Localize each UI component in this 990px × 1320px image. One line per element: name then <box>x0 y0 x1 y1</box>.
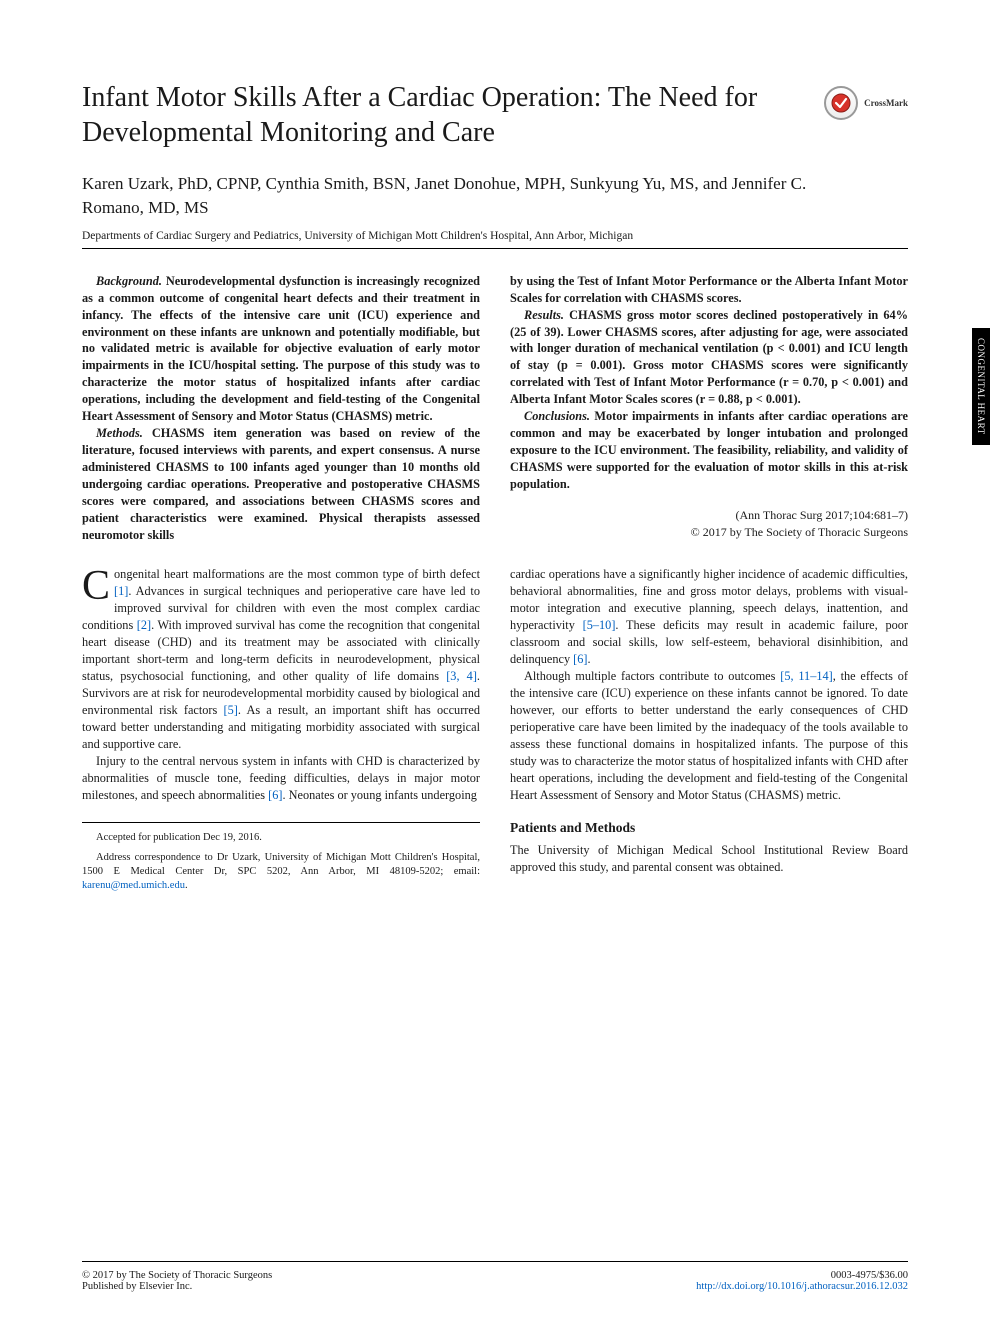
divider <box>82 248 908 249</box>
abstract-col-right: by using the Test of Infant Motor Perfor… <box>510 273 908 545</box>
crossmark-label: CrossMark <box>864 98 908 108</box>
abstract-background-label: Background. <box>96 274 162 288</box>
footer-publisher: Published by Elsevier Inc. <box>82 1281 272 1292</box>
abstract-block: Background. Neurodevelopmental dysfuncti… <box>82 273 908 545</box>
correspondence-email-link[interactable]: karenu@med.umich.edu <box>82 880 185 891</box>
crossmark-badge[interactable]: CrossMark <box>824 86 908 120</box>
citation-block: (Ann Thorac Surg 2017;104:681–7) © 2017 … <box>510 507 908 541</box>
crossmark-icon <box>824 86 858 120</box>
body-columns: Congenital heart malformations are the m… <box>82 566 908 899</box>
footer-copyright: © 2017 by The Society of Thoracic Surgeo… <box>82 1270 272 1281</box>
abstract-conclusions-label: Conclusions. <box>524 409 590 423</box>
footer-divider <box>82 1261 908 1262</box>
article-title: Infant Motor Skills After a Cardiac Oper… <box>82 80 782 150</box>
body-col-left: Congenital heart malformations are the m… <box>82 566 480 899</box>
dropcap: C <box>82 566 114 605</box>
footnote-correspondence: Address correspondence to Dr Uzark, Univ… <box>82 851 480 894</box>
abstract-methods-text: CHASMS item generation was based on revi… <box>82 426 480 542</box>
abstract-background-text: Neurodevelopmental dysfunction is increa… <box>82 274 480 424</box>
abstract-methods: Methods. CHASMS item generation was base… <box>82 425 480 544</box>
footer-right: 0003-4975/$36.00 http://dx.doi.org/10.10… <box>696 1270 908 1292</box>
footnote-correspondence-text: Address correspondence to Dr Uzark, Univ… <box>82 852 480 877</box>
citation-ref[interactable]: [1] <box>114 584 128 598</box>
footer-issn-price: 0003-4975/$36.00 <box>696 1270 908 1281</box>
affiliation-line: Departments of Cardiac Surgery and Pedia… <box>82 230 908 242</box>
abstract-results-text: CHASMS gross motor scores declined posto… <box>510 308 908 407</box>
citation-ref[interactable]: [5, 11–14] <box>780 669 833 683</box>
citation-ref[interactable]: [6] <box>268 788 282 802</box>
citation-ref[interactable]: [5] <box>224 703 238 717</box>
authors-line: Karen Uzark, PhD, CPNP, Cynthia Smith, B… <box>82 172 842 220</box>
abstract-results-label: Results. <box>524 308 564 322</box>
section-heading-patients-methods: Patients and Methods <box>510 820 908 836</box>
citation-ref[interactable]: [3, 4] <box>446 669 477 683</box>
footer-left: © 2017 by The Society of Thoracic Surgeo… <box>82 1270 272 1292</box>
page-footer: © 2017 by The Society of Thoracic Surgeo… <box>82 1270 908 1292</box>
body-p1: Congenital heart malformations are the m… <box>82 566 480 753</box>
footer-doi-link[interactable]: http://dx.doi.org/10.1016/j.athoracsur.2… <box>696 1281 908 1292</box>
abstract-methods-label: Methods. <box>96 426 143 440</box>
body-col-right: cardiac operations have a significantly … <box>510 566 908 899</box>
body-p3: cardiac operations have a significantly … <box>510 566 908 668</box>
footnotes-block: Accepted for publication Dec 19, 2016. A… <box>82 822 480 894</box>
section-side-tab: CONGENITAL HEART <box>972 328 990 445</box>
footnote-accepted: Accepted for publication Dec 19, 2016. <box>82 831 480 845</box>
citation-journal: (Ann Thorac Surg 2017;104:681–7) <box>510 507 908 524</box>
abstract-methods-cont: by using the Test of Infant Motor Perfor… <box>510 273 908 307</box>
body-p1-text: ongenital heart malformations are the mo… <box>82 567 480 751</box>
abstract-results: Results. CHASMS gross motor scores decli… <box>510 307 908 409</box>
body-p5: The University of Michigan Medical Schoo… <box>510 842 908 876</box>
citation-ref[interactable]: [2] <box>137 618 151 632</box>
abstract-conclusions: Conclusions. Motor impairments in infant… <box>510 408 908 493</box>
citation-ref[interactable]: [6] <box>573 652 587 666</box>
abstract-col-left: Background. Neurodevelopmental dysfuncti… <box>82 273 480 545</box>
body-p4: Although multiple factors contribute to … <box>510 668 908 804</box>
citation-ref[interactable]: [5–10] <box>583 618 616 632</box>
abstract-background: Background. Neurodevelopmental dysfuncti… <box>82 273 480 426</box>
citation-copyright: © 2017 by The Society of Thoracic Surgeo… <box>510 524 908 541</box>
body-p2: Injury to the central nervous system in … <box>82 753 480 804</box>
